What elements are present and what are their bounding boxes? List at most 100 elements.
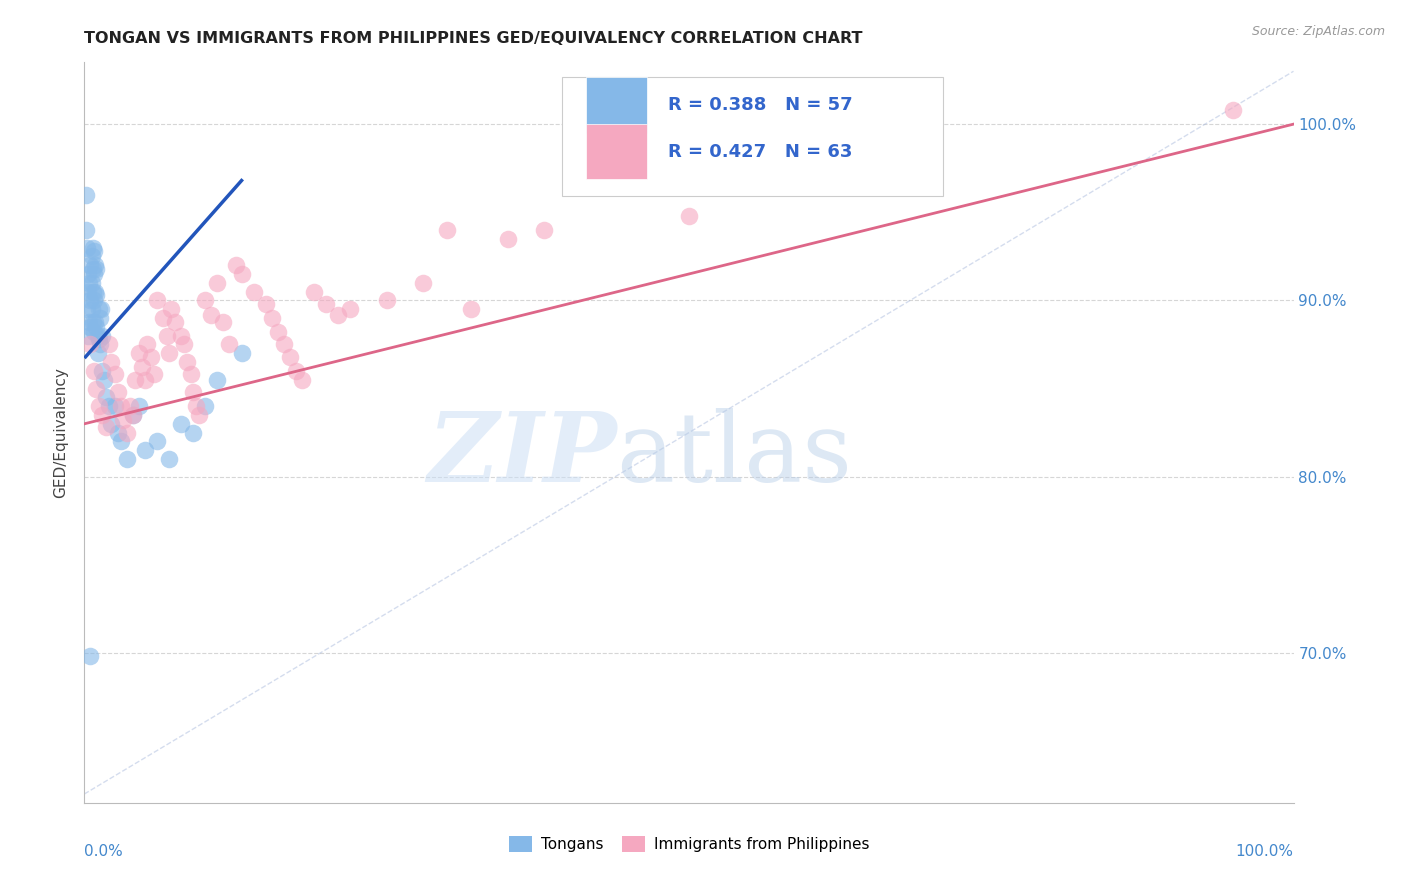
Point [82, 285, 104, 299]
Point [155, 328, 177, 343]
Point [77, 285, 100, 299]
Point [91, 328, 114, 343]
Point [112, 413, 135, 427]
Point [86, 328, 108, 343]
Point [242, 285, 264, 299]
Point [89, 311, 111, 326]
Point [89, 337, 111, 351]
Point [104, 368, 127, 382]
Text: atlas: atlas [616, 408, 852, 502]
Point [194, 293, 217, 308]
Legend: Tongans, Immigrants from Philippines: Tongans, Immigrants from Philippines [502, 830, 876, 858]
Point [139, 350, 162, 364]
Point [460, 302, 482, 317]
Point [91, 364, 114, 378]
Point [77, 314, 100, 328]
Point [181, 385, 204, 400]
Point [107, 385, 129, 400]
Point [207, 276, 229, 290]
Point [97, 399, 120, 413]
Point [93, 373, 115, 387]
Point [143, 368, 166, 382]
Point [165, 314, 187, 328]
Point [124, 373, 146, 387]
Point [152, 311, 174, 326]
Point [184, 399, 207, 413]
Point [84, 285, 107, 299]
Point [100, 355, 122, 369]
Point [173, 337, 195, 351]
Point [87, 399, 110, 413]
Point [91, 408, 114, 422]
Point [86, 261, 108, 276]
Point [97, 337, 120, 351]
Point [218, 337, 240, 351]
Point [83, 267, 105, 281]
Point [176, 355, 198, 369]
Point [80, 249, 103, 263]
Point [86, 382, 108, 396]
Point [75, 187, 97, 202]
Point [181, 425, 204, 440]
Point [291, 373, 314, 387]
Point [75, 223, 97, 237]
Point [128, 346, 150, 360]
Point [134, 443, 156, 458]
Point [267, 325, 290, 339]
Point [328, 308, 350, 322]
Point [86, 288, 108, 302]
Point [146, 434, 169, 449]
Point [315, 297, 337, 311]
Point [104, 399, 127, 413]
Point [76, 240, 98, 254]
Point [375, 293, 398, 308]
Point [83, 364, 105, 378]
Point [83, 293, 105, 308]
Point [496, 232, 519, 246]
Text: 100.0%: 100.0% [1236, 844, 1294, 858]
Point [110, 399, 132, 413]
Point [254, 297, 277, 311]
Point [678, 209, 700, 223]
Point [180, 368, 202, 382]
Point [207, 373, 229, 387]
Point [76, 302, 98, 317]
Point [284, 364, 308, 378]
Point [120, 399, 142, 413]
Point [823, 103, 845, 117]
Point [90, 302, 112, 317]
Point [273, 337, 295, 351]
Point [77, 267, 100, 281]
Point [115, 452, 138, 467]
Point [77, 328, 100, 343]
Y-axis label: GED/Equivalency: GED/Equivalency [53, 368, 69, 498]
Point [79, 293, 101, 308]
FancyBboxPatch shape [586, 78, 647, 133]
Point [86, 346, 108, 360]
FancyBboxPatch shape [586, 124, 647, 179]
Point [200, 308, 222, 322]
Text: ZIP: ZIP [427, 408, 616, 502]
Point [82, 314, 104, 328]
Point [115, 425, 138, 440]
Point [412, 276, 434, 290]
Point [100, 417, 122, 431]
Point [80, 276, 103, 290]
Point [260, 311, 283, 326]
Point [136, 337, 159, 351]
Point [160, 302, 183, 317]
Point [146, 293, 169, 308]
Point [1222, 103, 1244, 117]
FancyBboxPatch shape [562, 78, 943, 195]
Point [79, 649, 101, 664]
Point [77, 276, 100, 290]
Text: Source: ZipAtlas.com: Source: ZipAtlas.com [1251, 25, 1385, 38]
Point [231, 346, 253, 360]
Point [83, 325, 105, 339]
Point [87, 302, 110, 317]
Point [278, 350, 301, 364]
Text: TONGAN VS IMMIGRANTS FROM PHILIPPINES GED/EQUIVALENCY CORRELATION CHART: TONGAN VS IMMIGRANTS FROM PHILIPPINES GE… [84, 31, 863, 46]
Point [84, 258, 107, 272]
Point [212, 314, 235, 328]
Point [436, 223, 458, 237]
